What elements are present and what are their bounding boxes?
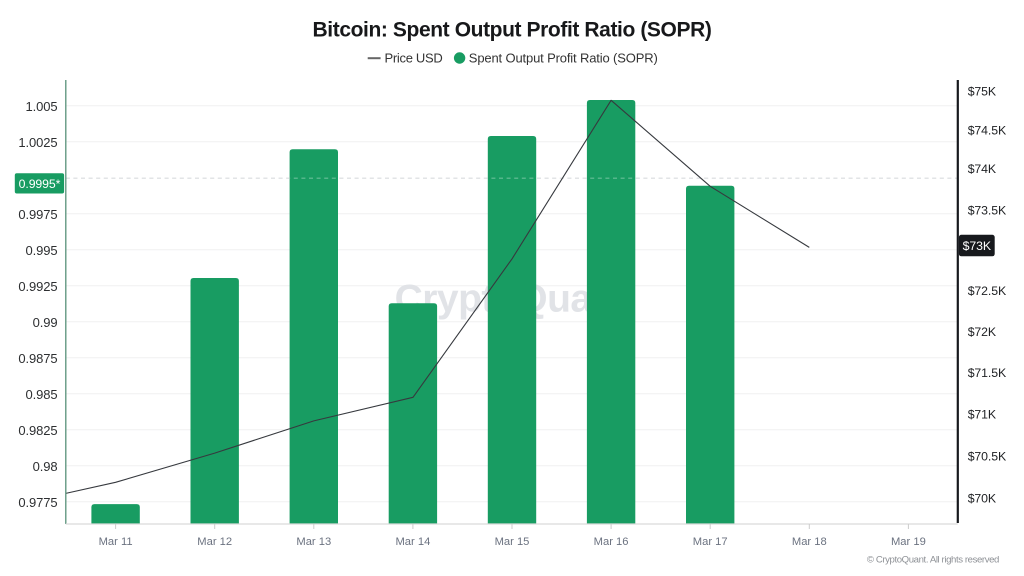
svg-text:Mar 15: Mar 15 <box>495 536 530 548</box>
svg-text:Price USD: Price USD <box>385 51 443 66</box>
svg-text:Mar 11: Mar 11 <box>99 536 133 548</box>
svg-text:0.99: 0.99 <box>33 315 58 330</box>
svg-text:$74.5K: $74.5K <box>968 124 1007 138</box>
svg-text:0.995: 0.995 <box>25 243 57 258</box>
svg-text:$71K: $71K <box>968 408 997 422</box>
svg-text:$73K: $73K <box>963 239 992 253</box>
svg-text:© CryptoQuant. All rights rese: © CryptoQuant. All rights reserved <box>867 554 999 565</box>
svg-text:$71.5K: $71.5K <box>968 366 1007 380</box>
svg-text:0.9995*: 0.9995* <box>19 177 61 191</box>
svg-text:$70K: $70K <box>968 492 997 506</box>
svg-text:Spent Output Profit Ratio (SOP: Spent Output Profit Ratio (SOPR) <box>469 51 658 66</box>
svg-text:0.985: 0.985 <box>25 387 57 402</box>
svg-text:Mar 12: Mar 12 <box>197 536 232 548</box>
svg-text:0.9925: 0.9925 <box>18 279 57 294</box>
svg-text:1.005: 1.005 <box>25 99 57 114</box>
svg-text:$72.5K: $72.5K <box>968 284 1007 298</box>
svg-text:1.0025: 1.0025 <box>18 135 57 150</box>
svg-text:0.98: 0.98 <box>33 459 58 474</box>
svg-text:Mar 19: Mar 19 <box>891 536 926 548</box>
svg-text:Mar 14: Mar 14 <box>395 536 430 548</box>
svg-text:$73.5K: $73.5K <box>968 204 1007 218</box>
svg-text:Mar 13: Mar 13 <box>296 536 331 548</box>
svg-text:Bitcoin: Spent Output Profit R: Bitcoin: Spent Output Profit Ratio (SOPR… <box>313 19 712 42</box>
svg-text:0.9975: 0.9975 <box>18 207 57 222</box>
svg-text:Mar 17: Mar 17 <box>693 536 728 548</box>
svg-text:$72K: $72K <box>968 325 997 339</box>
svg-text:$74K: $74K <box>968 162 997 176</box>
svg-text:$75K: $75K <box>968 84 997 98</box>
svg-text:Mar 18: Mar 18 <box>792 536 827 548</box>
svg-text:0.9825: 0.9825 <box>18 423 57 438</box>
svg-text:0.9775: 0.9775 <box>18 495 57 510</box>
svg-text:Mar 16: Mar 16 <box>594 536 629 548</box>
svg-text:$70.5K: $70.5K <box>968 450 1007 464</box>
svg-text:0.9875: 0.9875 <box>18 351 57 366</box>
